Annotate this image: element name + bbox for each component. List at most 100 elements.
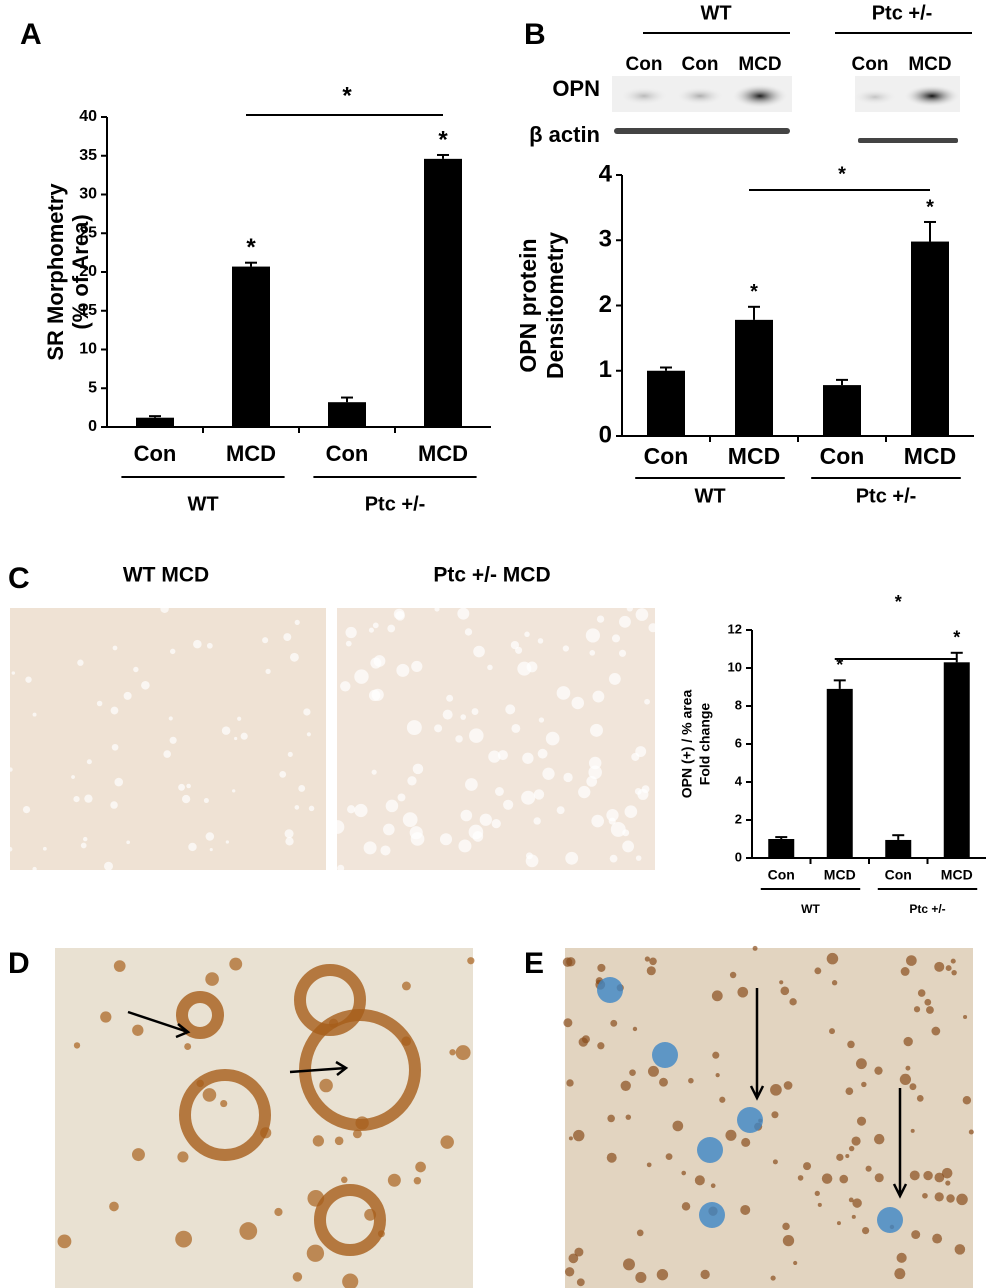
texture-dot [911,1230,921,1240]
texture-dot [608,817,616,825]
micrograph-title: WT MCD [123,564,209,587]
texture-dot [644,956,650,962]
texture-dot [845,1154,850,1159]
x-tick-label: Con [768,867,795,883]
bar [943,662,970,858]
texture-dot [932,1233,943,1244]
texture-dot [193,639,202,649]
texture-dot [206,642,213,649]
texture-dot [410,832,425,846]
texture-dot [234,736,238,741]
group-label: Ptc +/- [856,485,917,507]
texture-dot [342,1273,359,1288]
texture-dot [412,763,424,775]
texture-dot [294,805,300,810]
texture-dot [503,799,514,810]
significance-star: * [926,196,934,218]
texture-dot [283,633,292,642]
tissue-texture [7,604,974,1288]
texture-dot [861,1226,870,1235]
texture-dot [285,837,294,846]
texture-dot [590,723,603,737]
texture-dot [11,671,16,675]
texture-dot [77,659,84,666]
texture-dot [460,714,467,720]
texture-dot [42,846,47,851]
texture-dot [354,669,369,684]
texture-dot [487,664,493,671]
texture-dot [803,1162,812,1171]
texture-dot [464,628,473,636]
texture-dot [772,1159,778,1165]
texture-dot [913,1006,921,1013]
texture-dot [597,1042,605,1050]
texture-dot [926,1006,934,1014]
texture-dot [25,676,32,683]
texture-dot [126,840,131,845]
y-tick-label: 10 [79,341,97,358]
texture-dot [910,1128,915,1133]
texture-dot [73,795,80,803]
texture-dot [589,650,596,656]
texture-dot [467,957,475,965]
texture-dot [909,1083,917,1091]
texture-dot [836,1221,841,1226]
texture-dot [123,691,132,700]
texture-dot [836,1153,844,1161]
gland [314,1184,386,1256]
bracket-star: * [895,592,902,612]
texture-dot [221,726,231,735]
texture-dot [209,848,213,852]
texture-dot [719,1096,726,1103]
texture-dot [656,1268,669,1281]
texture-dot [413,1176,422,1185]
texture-dot [232,789,236,793]
blue-cell [699,1202,725,1228]
texture-dot [363,841,377,855]
texture-dot [606,809,619,822]
texture-dot [629,1069,636,1076]
texture-dot [635,1271,647,1283]
texture-dot [205,832,215,841]
panel-letter: B [524,18,546,51]
texture-dot [968,1129,974,1135]
texture-dot [566,1079,574,1087]
texture-dot [537,638,544,644]
texture-dot [479,813,492,826]
texture-dot [688,1077,694,1084]
texture-dot [779,980,784,985]
texture-dot [956,1193,968,1206]
texture-dot [576,1278,585,1287]
bar [768,839,795,858]
texture-dot [771,1111,779,1119]
texture-dot [856,1116,867,1126]
texture-dot [526,661,538,673]
group-label: WT [801,902,820,916]
texture-dot [873,1133,885,1145]
texture-dot [665,1153,673,1160]
texture-dot [370,657,382,669]
texture-dot [585,628,600,643]
group-label: Ptc +/- [365,493,426,515]
texture-dot [565,851,579,865]
lane-label: MCD [738,54,781,75]
texture-dot [287,751,293,757]
texture-dot [473,645,485,658]
texture-dot [797,1175,804,1181]
texture-dot [817,1202,822,1207]
texture-dot [202,1088,217,1102]
texture-dot [188,842,197,852]
texture-dot [608,672,621,685]
texture-dot [592,690,605,703]
texture-dot [239,1222,258,1240]
y-tick-label: 4 [735,773,743,788]
y-tick-label: 40 [79,108,97,125]
texture-dot [622,829,630,837]
texture-dot [96,700,103,707]
texture-dot [347,805,356,814]
texture-dot [240,732,248,740]
texture-dot [780,986,790,996]
texture-dot [494,787,504,796]
texture-dot [568,1136,573,1141]
